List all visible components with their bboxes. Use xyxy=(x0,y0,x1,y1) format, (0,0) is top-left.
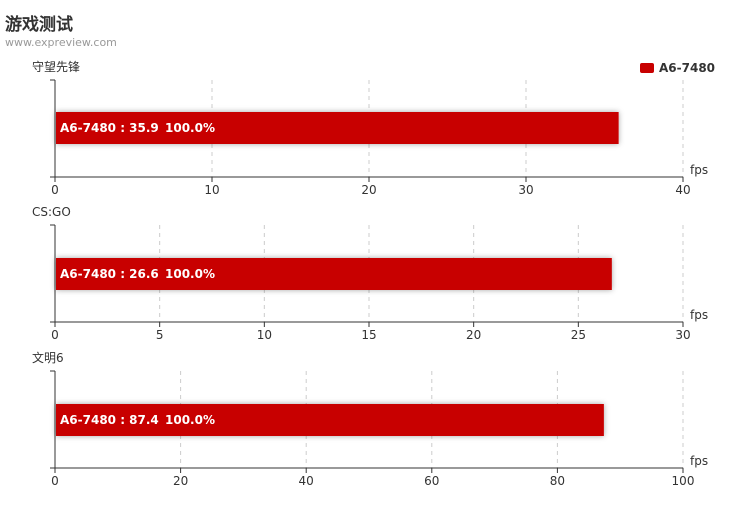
x-tick-label: 25 xyxy=(571,328,586,342)
x-tick-label: 40 xyxy=(675,183,690,197)
page-title: 游戏测试 xyxy=(5,15,73,35)
x-tick-label: 5 xyxy=(156,328,164,342)
x-tick-label: 30 xyxy=(675,328,690,342)
bar-value-label: A6-7480 : 26.6 xyxy=(60,267,159,281)
data-bar xyxy=(56,258,612,290)
x-axis-label: fps xyxy=(690,454,708,468)
legend-swatch xyxy=(640,63,654,73)
bar-percent-label: 100.0% xyxy=(165,267,215,281)
x-tick-label: 15 xyxy=(361,328,376,342)
x-tick-label: 0 xyxy=(51,328,59,342)
x-tick-label: 60 xyxy=(424,474,439,488)
x-tick-label: 20 xyxy=(173,474,188,488)
data-bar xyxy=(56,404,604,436)
bar-percent-label: 100.0% xyxy=(165,121,215,135)
x-tick-label: 20 xyxy=(466,328,481,342)
site-url: www.expreview.com xyxy=(5,36,117,49)
x-tick-label: 30 xyxy=(518,183,533,197)
data-bar xyxy=(56,112,619,144)
bar-value-label: A6-7480 : 35.9 xyxy=(60,121,159,135)
chart-title: 文明6 xyxy=(32,350,64,365)
x-axis-label: fps xyxy=(690,163,708,177)
chart-title: CS:GO xyxy=(32,205,71,219)
x-axis-label: fps xyxy=(690,308,708,322)
bar-percent-label: 100.0% xyxy=(165,413,215,427)
bar-value-label: A6-7480 : 87.4 xyxy=(60,413,159,427)
x-tick-label: 100 xyxy=(672,474,695,488)
x-tick-label: 80 xyxy=(550,474,565,488)
x-tick-label: 40 xyxy=(299,474,314,488)
x-tick-label: 10 xyxy=(204,183,219,197)
chart-title: 守望先锋 xyxy=(32,60,80,74)
x-tick-label: 20 xyxy=(361,183,376,197)
x-tick-label: 0 xyxy=(51,474,59,488)
legend-label: A6-7480 xyxy=(659,61,716,75)
legend[interactable]: A6-7480 xyxy=(640,60,715,76)
x-tick-label: 0 xyxy=(51,183,59,197)
x-tick-label: 10 xyxy=(257,328,272,342)
